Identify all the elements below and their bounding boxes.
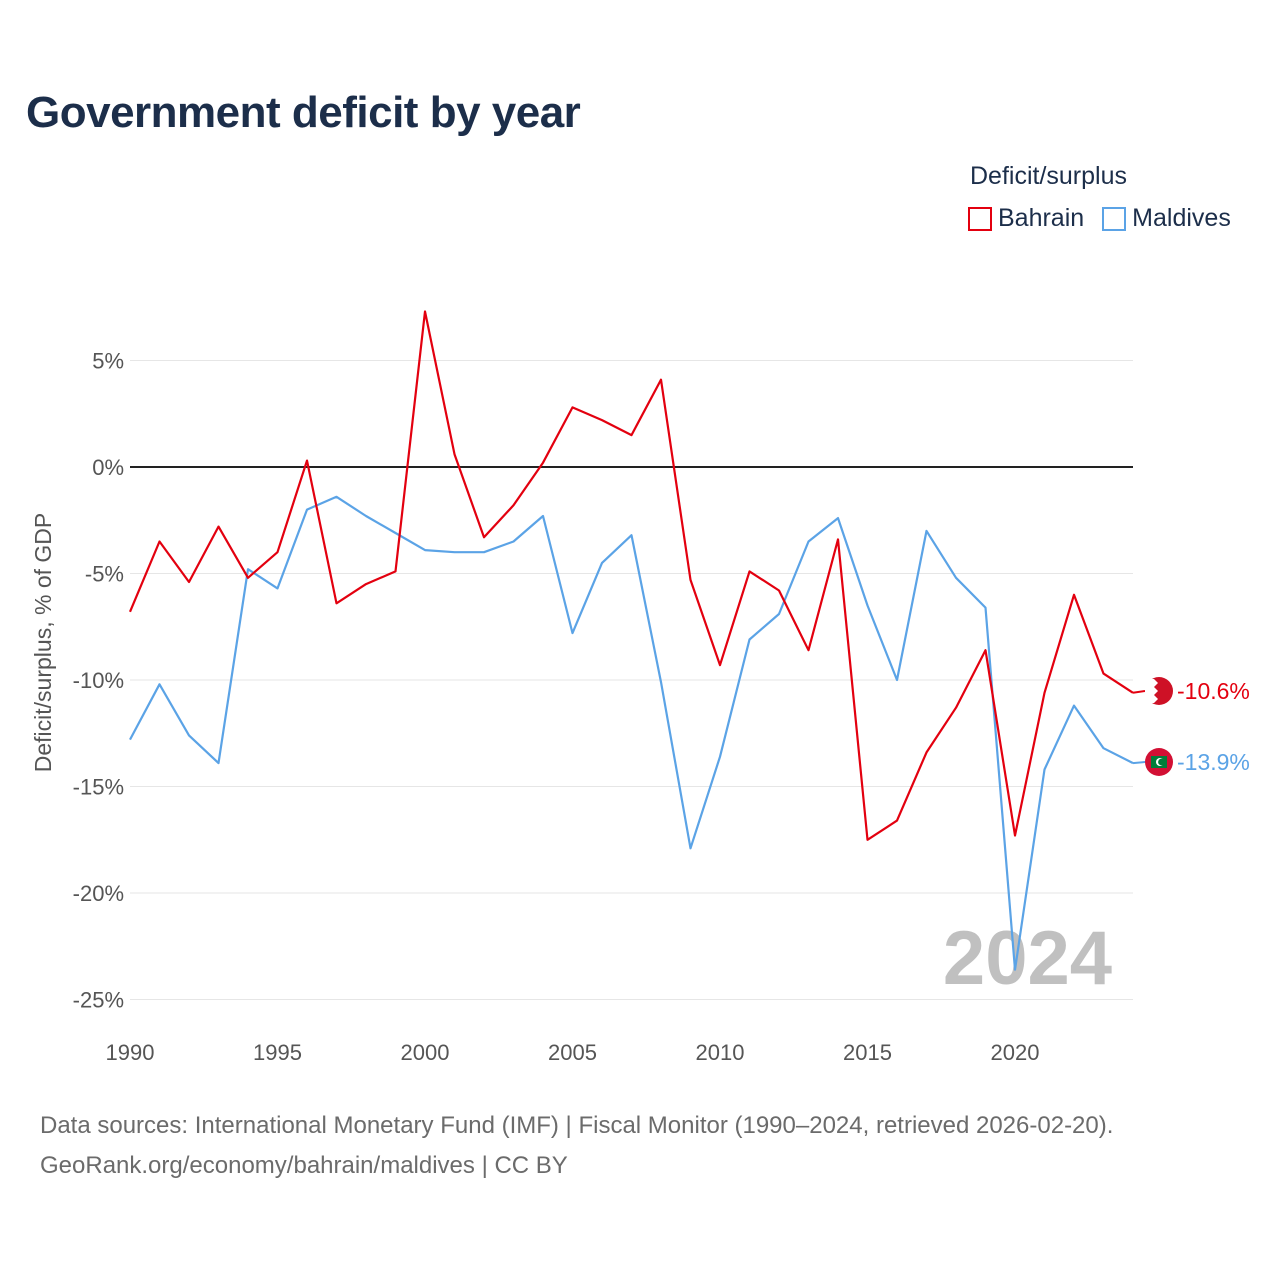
line-chart: 5% 0% -5% -10% -15% -20% -25% 1990 1995 2000 2005 2…	[30, 310, 1250, 1065]
data-sources: Data sources: International Monetary Fun…	[40, 1106, 1113, 1186]
legend-swatch-bahrain	[968, 206, 992, 231]
y-tick-label: 5%	[92, 349, 124, 374]
chart-title: Government deficit by year	[26, 88, 581, 137]
x-tick-label: 2010	[696, 1040, 745, 1065]
y-axis-label: Deficit/surplus, % of GDP	[30, 513, 56, 772]
y-tick-label: -15%	[73, 775, 124, 800]
x-tick-label: 1990	[106, 1040, 155, 1065]
legend-item-maldives[interactable]: Maldives	[1102, 204, 1231, 233]
x-tick-label: 2015	[843, 1040, 892, 1065]
legend-label-maldives: Maldives	[1132, 204, 1231, 232]
end-connector	[1132, 761, 1146, 765]
sources-line-1: Data sources: International Monetary Fun…	[40, 1112, 1114, 1139]
maldives-flag-crescent-cut	[1158, 758, 1165, 766]
x-tick-label: 2005	[548, 1040, 597, 1065]
end-value-label-maldives: -13.9%	[1177, 749, 1250, 775]
legend-label-bahrain: Bahrain	[998, 204, 1085, 232]
sources-line-2: GeoRank.org/economy/bahrain/maldives | C…	[40, 1152, 568, 1179]
y-tick-label: -10%	[73, 668, 124, 693]
x-tick-label: 1995	[253, 1040, 302, 1065]
legend: Bahrain Maldives	[968, 204, 1249, 233]
series-line-bahrain	[128, 310, 1134, 841]
legend-title: Deficit/surplus	[970, 162, 1127, 190]
x-tick-label: 2000	[401, 1040, 450, 1065]
end-value-label-bahrain: -10.6%	[1177, 678, 1250, 704]
year-watermark: 2024	[943, 916, 1112, 1001]
legend-swatch-maldives	[1102, 206, 1127, 231]
y-tick-label: -25%	[73, 988, 124, 1013]
bahrain-flag-stripe	[1145, 679, 1158, 703]
legend-item-bahrain[interactable]: Bahrain	[968, 204, 1084, 233]
series-line-maldives	[129, 495, 1134, 971]
end-connector	[1132, 690, 1146, 694]
y-tick-label: 0%	[92, 455, 124, 480]
y-tick-label: -20%	[73, 881, 124, 906]
y-tick-label: -5%	[85, 562, 124, 587]
x-tick-label: 2020	[991, 1040, 1040, 1065]
